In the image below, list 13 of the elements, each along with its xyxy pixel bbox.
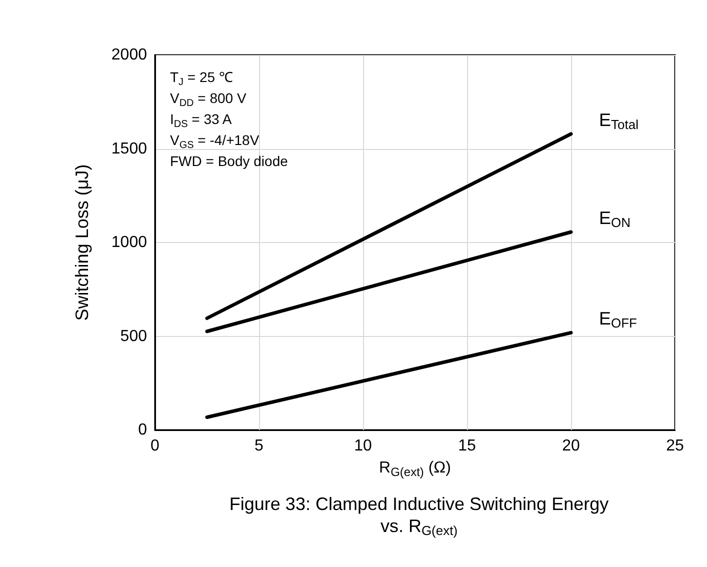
x-tick-label: 15 [458, 438, 476, 454]
y-tick-label: 2000 [111, 46, 148, 64]
y-tick-label: 1500 [111, 140, 148, 158]
y-tick-label: 500 [120, 328, 148, 345]
y-tick-label: 0 [138, 422, 148, 438]
x-tick-label: 5 [254, 438, 264, 454]
x-tick-label: 20 [562, 438, 580, 454]
y-tick-label: 1000 [111, 234, 148, 251]
annotation: FWD = Body diode [170, 153, 288, 169]
y-axis-title: Switching Loss (μJ) [72, 164, 92, 321]
x-tick-label: 0 [150, 438, 160, 454]
x-tick-label: 25 [666, 438, 684, 454]
x-tick-label: 10 [354, 438, 372, 454]
